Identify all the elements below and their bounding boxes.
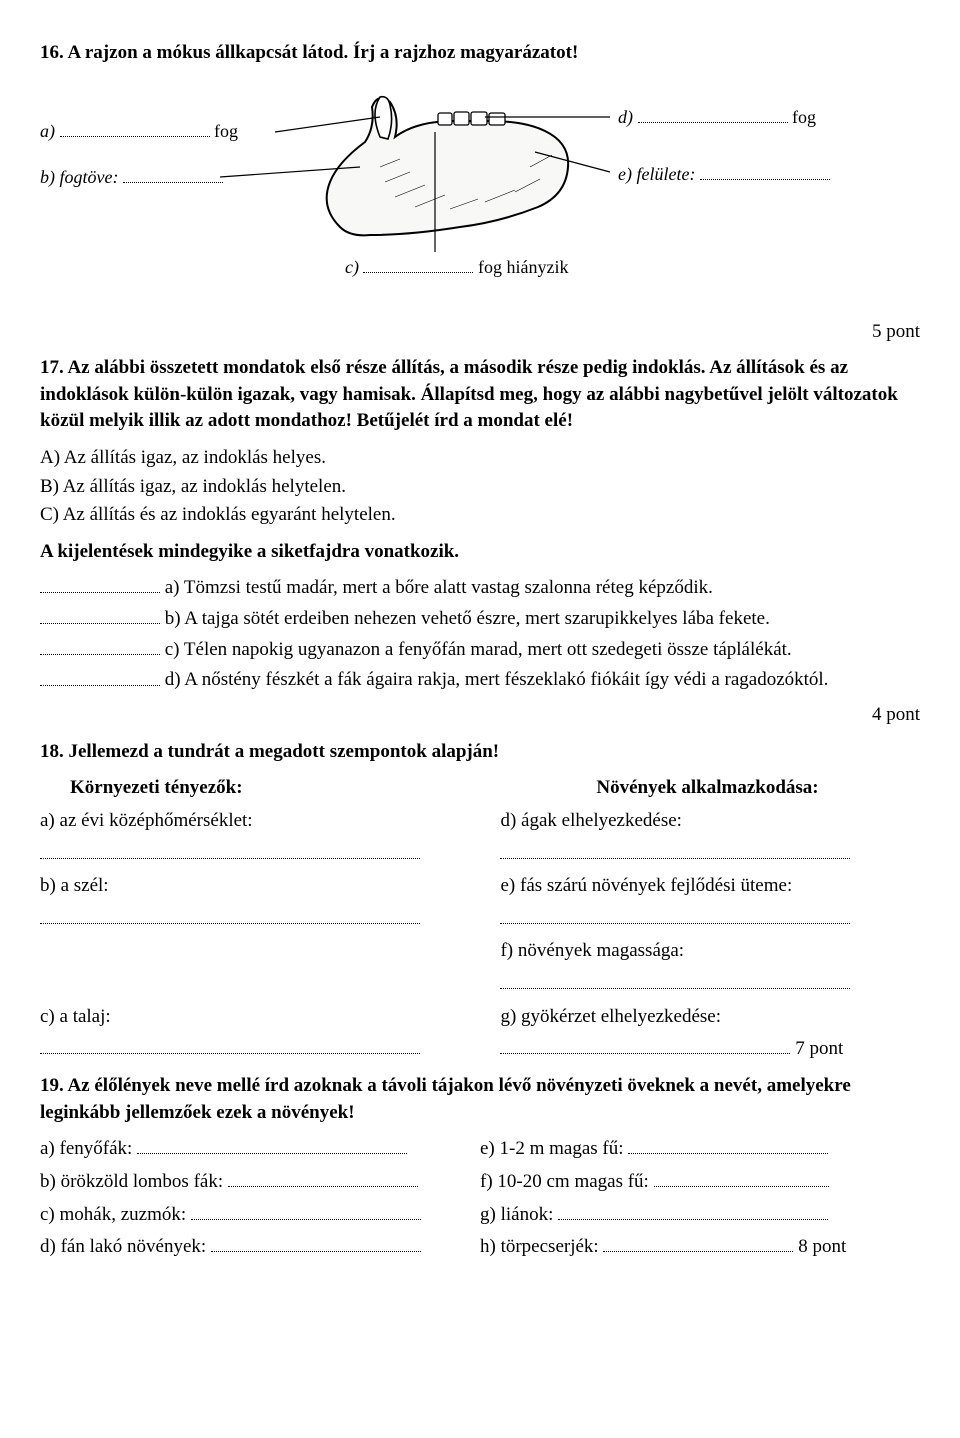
q16-a-prefix: a) xyxy=(40,121,55,141)
q18-f: f) növények magassága: xyxy=(500,938,920,965)
q17-b-blank[interactable] xyxy=(40,606,160,624)
q17-title: 17. Az alábbi összetett mondatok első ré… xyxy=(40,355,920,435)
q19-d: d) fán lakó növények: xyxy=(40,1236,206,1257)
q17-d-blank[interactable] xyxy=(40,667,160,685)
q16-e-blank[interactable] xyxy=(700,162,830,179)
q18-a: a) az évi középhőmérséklet: xyxy=(40,808,480,835)
q16-points: 5 pont xyxy=(40,319,920,346)
q18-f-blank[interactable] xyxy=(500,971,850,989)
q19-e-blank[interactable] xyxy=(628,1136,828,1154)
q16-d-prefix: d) xyxy=(618,107,633,127)
q18-title: 18. Jellemezd a tundrát a megadott szemp… xyxy=(40,739,920,766)
jaw-diagram: a) fog b) fogtöve: c) fog hiányzik d) fo… xyxy=(40,77,920,307)
q17-a-blank[interactable] xyxy=(40,575,160,593)
q17-c-blank[interactable] xyxy=(40,637,160,655)
q17-points: 4 pont xyxy=(40,702,920,729)
q19-points: 8 pont xyxy=(798,1236,846,1257)
q18-d: d) ágak elhelyezkedése: xyxy=(500,808,920,835)
q17-optC: C) Az állítás és az indoklás egyaránt he… xyxy=(40,502,920,529)
q17-b: b) A tajga sötét erdeiben nehezen vehető… xyxy=(165,608,770,629)
q16-title: 16. A rajzon a mókus állkapcsát látod. Í… xyxy=(40,40,920,67)
q19-b: b) örökzöld lombos fák: xyxy=(40,1171,223,1192)
q19-g-blank[interactable] xyxy=(558,1202,828,1220)
q16-d-blank[interactable] xyxy=(638,105,788,122)
q19-a-blank[interactable] xyxy=(137,1136,407,1154)
q18-b: b) a szél: xyxy=(40,873,480,900)
q18-g-blank[interactable] xyxy=(500,1036,790,1054)
q16-a-blank[interactable] xyxy=(60,119,210,136)
q19-f: f) 10-20 cm magas fű: xyxy=(480,1171,649,1192)
q17-c: c) Télen napokig ugyanazon a fenyőfán ma… xyxy=(165,639,792,660)
q19-g: g) liánok: xyxy=(480,1204,553,1225)
q19-c-blank[interactable] xyxy=(191,1202,421,1220)
q18-e-blank[interactable] xyxy=(500,906,850,924)
q19-d-blank[interactable] xyxy=(211,1234,421,1252)
q17-a: a) Tömzsi testű madár, mert a bőre alatt… xyxy=(165,577,713,598)
q18-d-blank[interactable] xyxy=(500,840,850,858)
q19-title: 19. Az élőlények neve mellé írd azoknak … xyxy=(40,1073,920,1126)
q16-a-suffix: fog xyxy=(214,121,238,141)
q18-g: g) gyökérzet elhelyezkedése: xyxy=(500,1004,920,1031)
q17-optA: A) Az állítás igaz, az indoklás helyes. xyxy=(40,445,920,472)
q16-b-blank[interactable] xyxy=(123,165,223,182)
q18-points: 7 pont xyxy=(795,1038,843,1059)
q18-b-blank[interactable] xyxy=(40,906,420,924)
q19-c: c) mohák, zuzmók: xyxy=(40,1204,186,1225)
q19-f-blank[interactable] xyxy=(654,1169,829,1187)
q16-b-prefix: b) fogtöve: xyxy=(40,167,118,187)
q19-h-blank[interactable] xyxy=(603,1234,793,1252)
q16-c-prefix: c) xyxy=(345,257,359,277)
q17-d: d) A nőstény fészkét a fák ágaira rakja,… xyxy=(165,670,829,691)
q18-a-blank[interactable] xyxy=(40,840,420,858)
q16-c-blank[interactable] xyxy=(363,255,473,272)
q19-h: h) törpecserjék: xyxy=(480,1236,599,1257)
q19-e: e) 1-2 m magas fű: xyxy=(480,1138,624,1159)
q18-left-header: Környezeti tényezők: xyxy=(40,775,495,802)
q19-a: a) fenyőfák: xyxy=(40,1138,132,1159)
q18-c-blank[interactable] xyxy=(40,1036,420,1054)
q17-optB: B) Az állítás igaz, az indoklás helytele… xyxy=(40,474,920,501)
q16-c-suffix: fog hiányzik xyxy=(478,257,568,277)
q16-d-suffix: fog xyxy=(792,107,816,127)
q18-right-header: Növények alkalmazkodása: xyxy=(495,775,920,802)
q17-subject: A kijelentések mindegyike a siketfajdra … xyxy=(40,539,920,566)
q18-c: c) a talaj: xyxy=(40,1004,480,1031)
q16-e-prefix: e) felülete: xyxy=(618,164,695,184)
q19-b-blank[interactable] xyxy=(228,1169,418,1187)
q18-e: e) fás szárú növények fejlődési üteme: xyxy=(500,873,920,900)
